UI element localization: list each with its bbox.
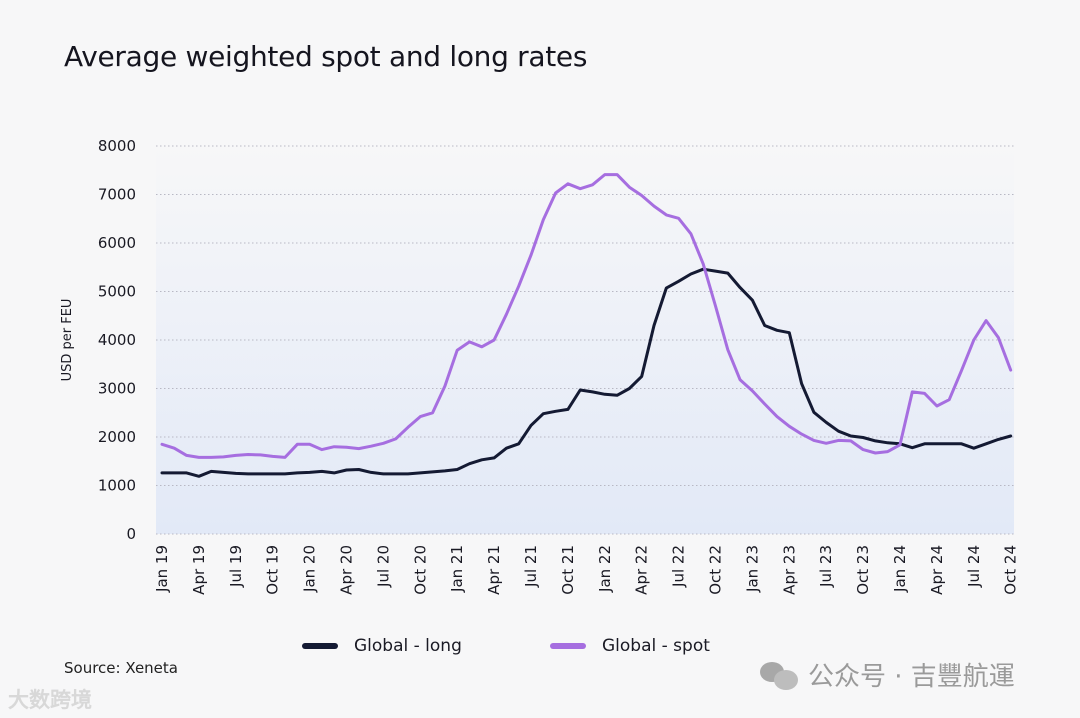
x-tick-label: Oct 21 bbox=[559, 545, 577, 595]
x-tick-label: Oct 20 bbox=[411, 545, 429, 595]
legend-label-spot: Global - spot bbox=[602, 636, 710, 656]
x-tick-label: Jan 20 bbox=[301, 545, 319, 593]
x-tick-label: Apr 24 bbox=[928, 545, 946, 595]
x-tick-label: Jan 19 bbox=[153, 545, 171, 593]
series-line-spot bbox=[160, 173, 1013, 459]
chart-title: Average weighted spot and long rates bbox=[64, 40, 588, 73]
y-tick-label: 8000 bbox=[98, 137, 136, 155]
y-tick-label: 4000 bbox=[98, 331, 136, 349]
x-tick-label: Apr 21 bbox=[485, 545, 503, 595]
wechat-icon bbox=[760, 660, 798, 690]
watermark-right-text: 公众号 · 吉豐航運 bbox=[808, 662, 1015, 692]
y-tick-label: 7000 bbox=[98, 186, 136, 204]
x-tick-label: Apr 22 bbox=[633, 545, 651, 595]
x-tick-label: Apr 19 bbox=[190, 545, 208, 595]
x-tick-label: Jan 24 bbox=[891, 545, 909, 593]
legend-swatch-spot bbox=[550, 643, 586, 649]
y-tick-label: 1000 bbox=[98, 477, 136, 495]
y-tick-label: 3000 bbox=[98, 380, 136, 398]
watermark-right: 公众号 · 吉豐航運 bbox=[760, 656, 1015, 693]
x-tick-label: Jul 22 bbox=[670, 545, 688, 588]
watermark-left-text: 大数跨境 bbox=[8, 688, 92, 712]
x-tick-label: Jul 24 bbox=[965, 545, 983, 588]
x-tick-label: Jul 21 bbox=[522, 545, 540, 588]
watermark-left: 大数跨境 bbox=[8, 684, 92, 714]
legend-item-spot: Global - spot bbox=[550, 636, 710, 656]
legend-item-long: Global - long bbox=[302, 636, 462, 656]
y-axis-label: USD per FEU bbox=[60, 299, 75, 382]
line-chart: 0 1000 2000 3000 4000 5000 6000 7000 8000 Jan 19… bbox=[60, 137, 1020, 595]
x-tick-label: Oct 24 bbox=[1002, 545, 1020, 595]
x-tick-label: Oct 23 bbox=[854, 545, 872, 595]
x-tick-label: Jan 21 bbox=[448, 545, 466, 593]
y-tick-label: 0 bbox=[126, 525, 136, 543]
x-tick-label: Jul 20 bbox=[374, 545, 392, 588]
x-tick-label: Jan 22 bbox=[596, 545, 614, 593]
x-tick-label: Oct 22 bbox=[707, 545, 725, 595]
x-tick-label: Oct 19 bbox=[264, 545, 282, 595]
y-tick-label: 6000 bbox=[98, 234, 136, 252]
legend-label-long: Global - long bbox=[354, 636, 462, 656]
x-tick-label: Jul 19 bbox=[227, 545, 245, 588]
x-tick-label: Jan 23 bbox=[743, 545, 761, 593]
y-tick-label: 2000 bbox=[98, 428, 136, 446]
x-tick-label: Apr 23 bbox=[780, 545, 798, 595]
source-note: Source: Xeneta bbox=[64, 659, 178, 677]
x-tick-label: Jul 23 bbox=[817, 545, 835, 588]
y-tick-label: 5000 bbox=[98, 283, 136, 301]
x-tick-label: Apr 20 bbox=[338, 545, 356, 595]
series-line-long bbox=[160, 267, 1013, 478]
legend-swatch-long bbox=[302, 643, 338, 649]
